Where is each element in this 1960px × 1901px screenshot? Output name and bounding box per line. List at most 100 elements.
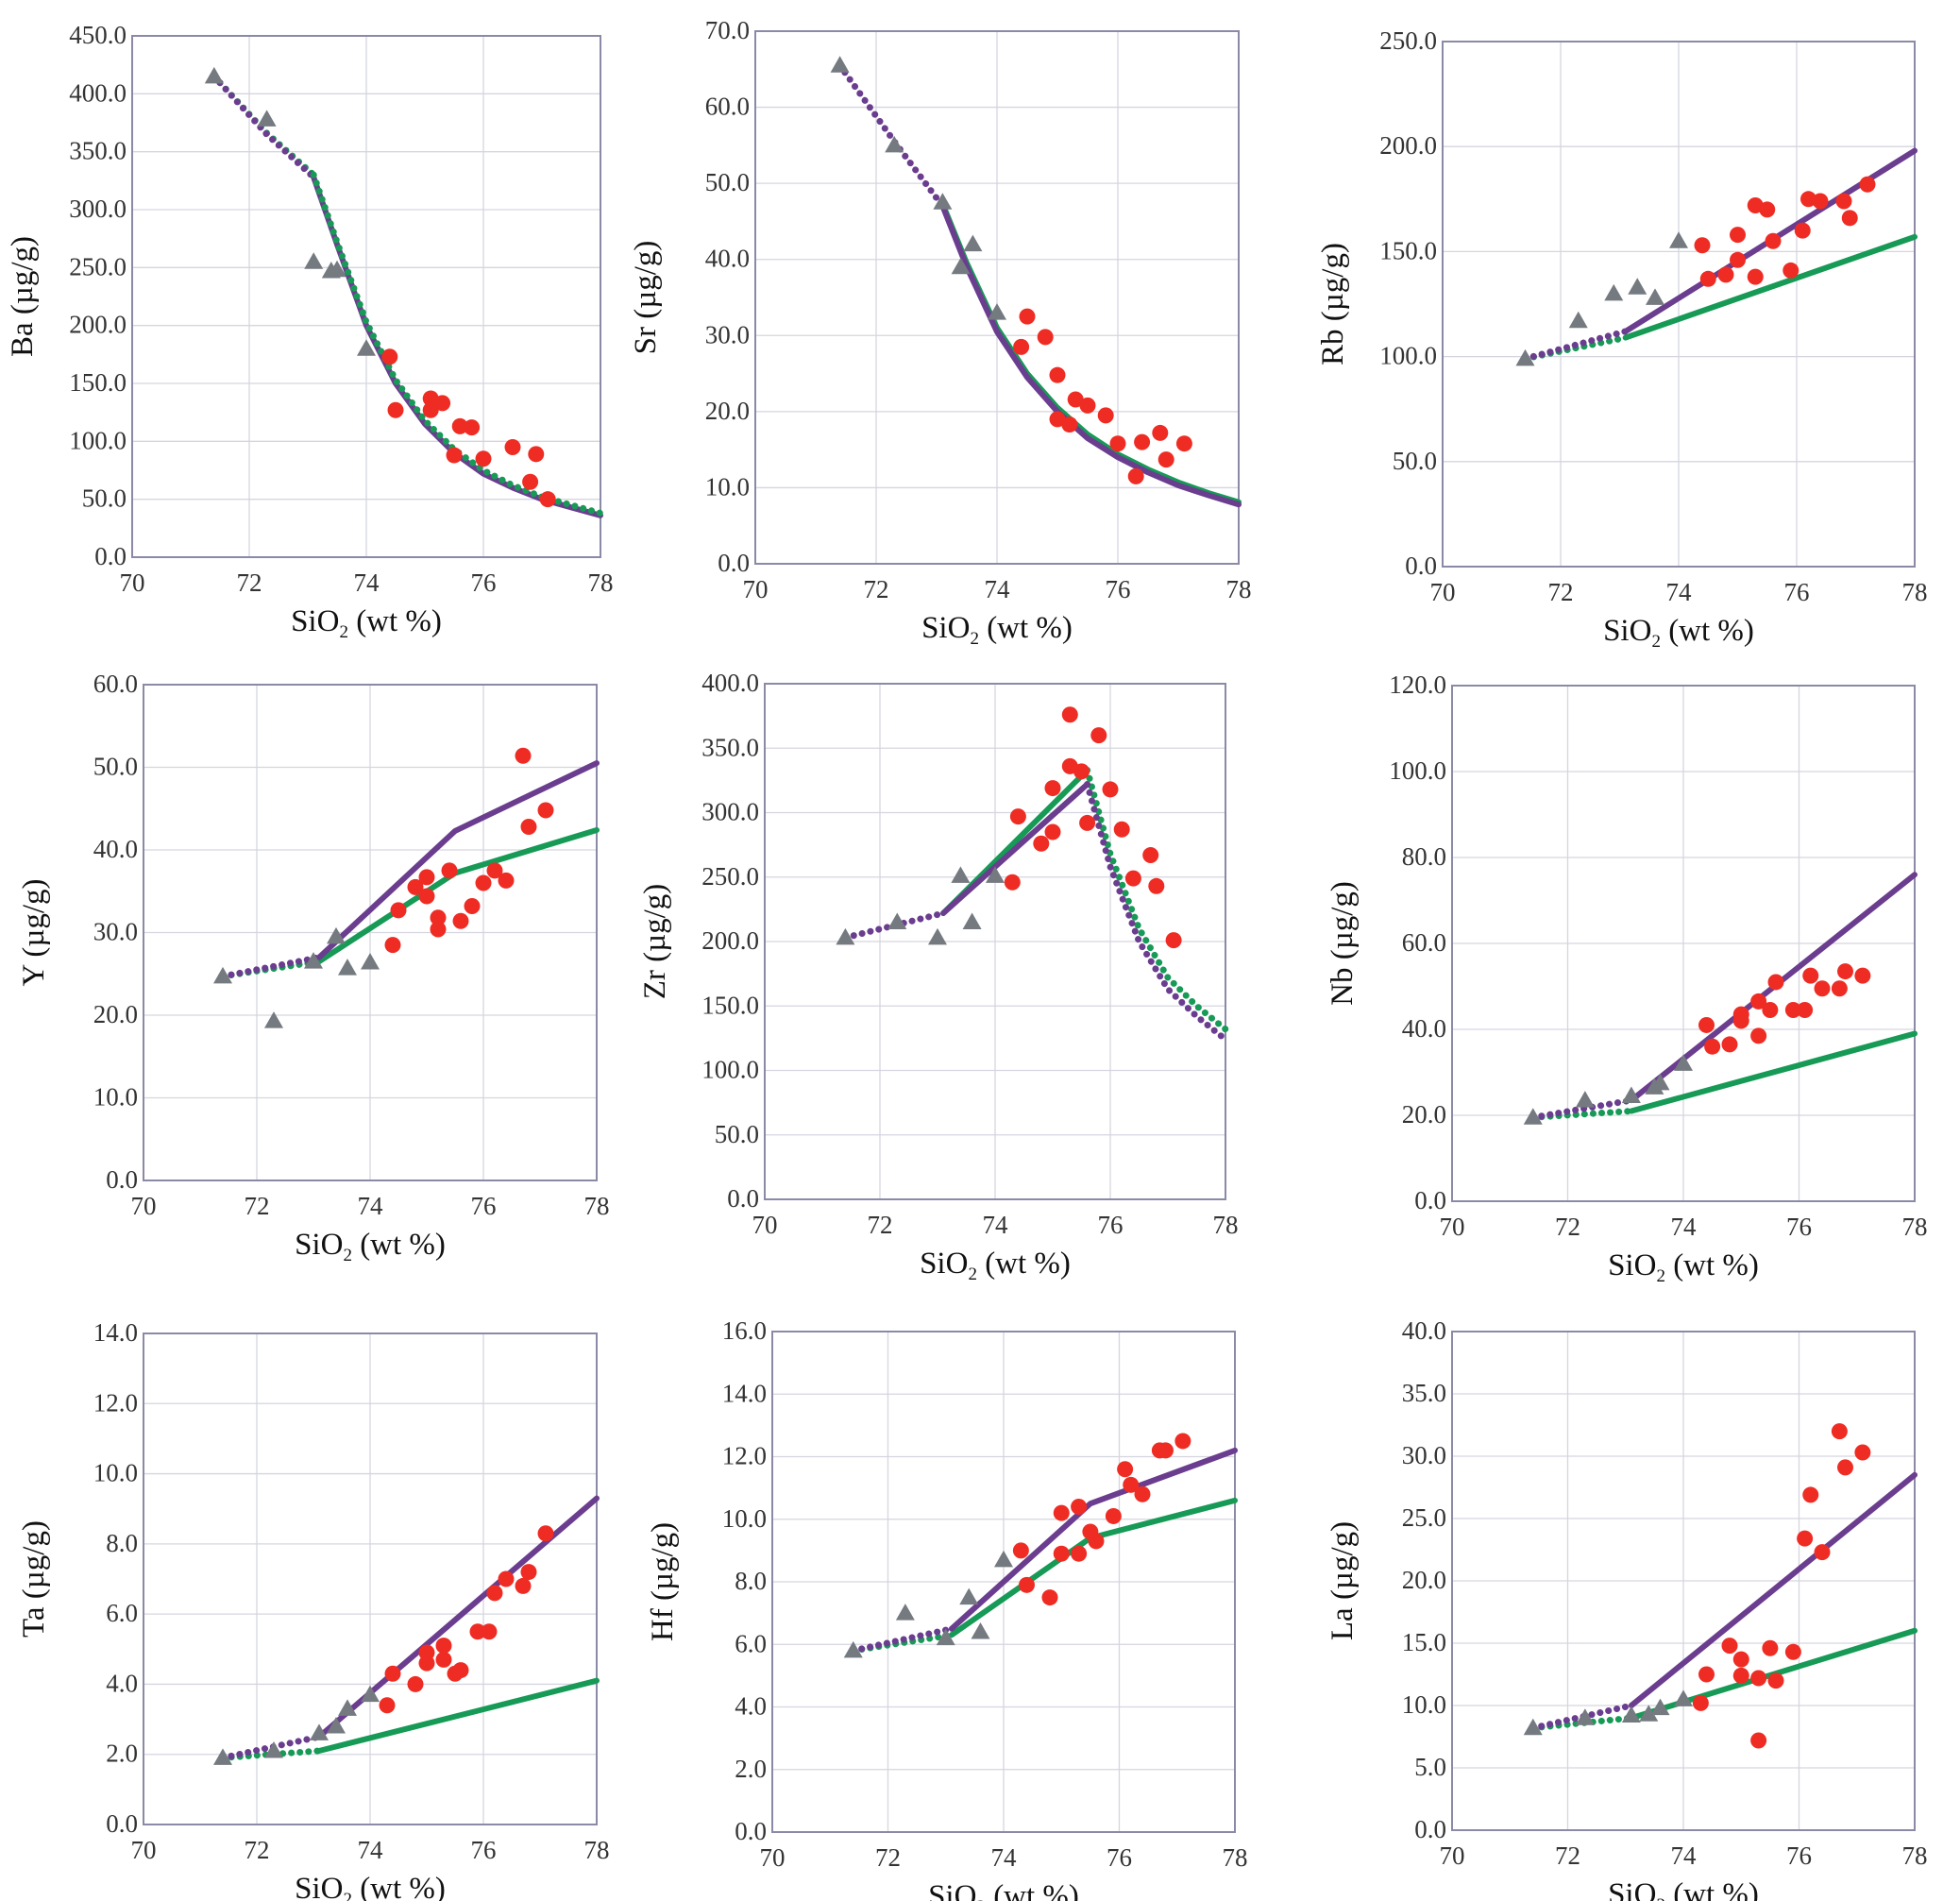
triangle-point xyxy=(1575,1708,1595,1725)
triangle-point xyxy=(204,66,224,84)
circle-point xyxy=(1802,1486,1819,1503)
x-tick-label: 72 xyxy=(1548,578,1574,606)
triangle-point xyxy=(1523,1108,1543,1125)
circle-point xyxy=(452,912,469,929)
triangle-point xyxy=(1628,278,1647,295)
circle-point xyxy=(1061,706,1078,723)
circle-point xyxy=(1784,1002,1801,1019)
triangle-point xyxy=(1523,1718,1543,1736)
x-axis-label: SiO2 (wt %) xyxy=(295,1872,446,1901)
circle-point xyxy=(528,446,545,463)
x-axis-label-tail: (wt %) xyxy=(348,604,442,638)
x-tick-label: 72 xyxy=(237,569,262,597)
triangle-point xyxy=(1568,311,1588,329)
y-tick-label: 10.0 xyxy=(93,1083,138,1112)
x-tick-label: 74 xyxy=(1671,1842,1698,1870)
triangle-point xyxy=(213,966,232,984)
circle-point xyxy=(475,874,492,891)
purple-model-dotted-line xyxy=(1522,328,1630,363)
panel-ba: 70 72 74 76 78 0.0 50.0 100.0 150.0 200.0 250.0 300… xyxy=(6,21,614,642)
triangle-point xyxy=(830,56,850,73)
triangle-point xyxy=(951,257,971,275)
circle-point xyxy=(1061,416,1078,433)
x-tick-label: 78 xyxy=(1902,1842,1928,1870)
circle-point xyxy=(1732,1667,1749,1684)
circle-point xyxy=(1148,877,1165,894)
circle-point xyxy=(1157,1442,1174,1459)
plot-frame xyxy=(1451,1331,1916,1831)
x-tick-label: 70 xyxy=(131,1836,157,1864)
triangle-point xyxy=(338,1699,357,1716)
triangle-point xyxy=(951,866,971,883)
x-tick-label: 70 xyxy=(1440,1213,1465,1241)
plot-frame xyxy=(1442,41,1916,568)
circle-point xyxy=(1812,193,1829,210)
circle-point xyxy=(1073,763,1090,780)
panel-rb: 70 72 74 76 78 0.0 50.0 100.0 150.0 200.0 250.0 SiO… xyxy=(1316,26,1928,652)
x-axis-label-sub: 2 xyxy=(970,629,979,649)
y-tick-label: 10.0 xyxy=(93,1459,138,1487)
y-tick-label: 25.0 xyxy=(1402,1503,1446,1532)
plot-frame xyxy=(143,684,598,1181)
y-axis-label: La (µg/g) xyxy=(1326,1521,1360,1640)
x-axis-label-sub: 2 xyxy=(968,1265,977,1284)
circle-point xyxy=(486,862,503,879)
y-tick-label: 8.0 xyxy=(735,1567,767,1595)
y-tick-label: 6.0 xyxy=(106,1599,138,1627)
x-axis-label-sub: 2 xyxy=(343,1246,352,1265)
circle-point xyxy=(520,1564,537,1581)
x-axis-label-tail: (wt %) xyxy=(1665,1877,1759,1901)
x-axis-label-main: SiO xyxy=(1608,1248,1656,1282)
triangle-point xyxy=(357,339,376,356)
triangle-point xyxy=(885,135,904,153)
circle-point xyxy=(1071,1545,1088,1562)
triangle-point xyxy=(264,1011,283,1028)
y-tick-label: 50.0 xyxy=(715,1120,759,1148)
y-tick-label: 150.0 xyxy=(701,991,759,1019)
x-axis-label-tail: (wt %) xyxy=(986,1879,1079,1901)
x-tick-label: 72 xyxy=(245,1192,270,1220)
triangle-point xyxy=(936,1628,955,1646)
y-tick-label: 0.0 xyxy=(106,1809,138,1838)
triangle-point xyxy=(310,1723,329,1740)
y-tick-label: 30.0 xyxy=(705,320,750,348)
y-tick-label: 250.0 xyxy=(69,252,127,280)
x-axis-label: SiO2 (wt %) xyxy=(295,1228,446,1265)
circle-point xyxy=(486,1585,503,1602)
panel-hf: 70 72 74 76 78 0.0 2.0 4.0 6.0 8.0 10.0 12.0 14.0 16.… xyxy=(646,1316,1248,1901)
purple-model-line xyxy=(940,781,1090,916)
triangle-point xyxy=(994,1550,1013,1568)
circle-point xyxy=(379,1697,396,1714)
x-tick-label: 78 xyxy=(1902,1213,1928,1241)
circle-point xyxy=(1117,1461,1134,1478)
x-tick-label: 78 xyxy=(1226,575,1252,603)
y-tick-label: 30.0 xyxy=(93,918,138,946)
circle-point xyxy=(1113,821,1130,838)
circle-point xyxy=(1814,1544,1831,1561)
purple-model-dotted-tail xyxy=(1084,781,1229,1044)
circle-point xyxy=(1004,874,1021,891)
y-tick-label: 60.0 xyxy=(705,93,750,121)
x-tick-label: 76 xyxy=(1098,1211,1124,1239)
x-tick-label: 78 xyxy=(1902,578,1928,606)
y-tick-label: 400.0 xyxy=(69,78,127,107)
purple-model-line xyxy=(948,1447,1238,1632)
triangle-point xyxy=(1575,1091,1595,1108)
circle-point xyxy=(1067,391,1084,408)
y-tick-label: 300.0 xyxy=(701,798,759,826)
x-axis-label: SiO2 (wt %) xyxy=(1603,614,1754,652)
y-tick-label: 50.0 xyxy=(705,168,750,196)
y-tick-label: 60.0 xyxy=(1402,928,1446,957)
circle-point xyxy=(1012,1542,1029,1559)
circle-point xyxy=(441,862,458,879)
x-tick-label: 72 xyxy=(245,1836,270,1864)
y-tick-label: 0.0 xyxy=(727,1184,759,1213)
purple-model-dotted-line xyxy=(219,954,323,980)
y-tick-label: 0.0 xyxy=(106,1165,138,1194)
x-tick-label: 76 xyxy=(471,1192,497,1220)
plot-frame xyxy=(1451,685,1916,1202)
purple-model-dotted-line xyxy=(850,1625,955,1655)
triangle-point xyxy=(1621,1086,1641,1104)
circle-point xyxy=(1859,176,1876,193)
